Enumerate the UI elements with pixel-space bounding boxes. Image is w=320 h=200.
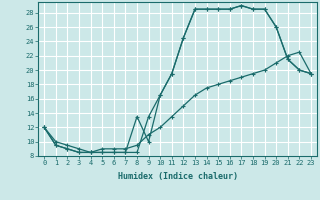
X-axis label: Humidex (Indice chaleur): Humidex (Indice chaleur) [118, 172, 238, 181]
